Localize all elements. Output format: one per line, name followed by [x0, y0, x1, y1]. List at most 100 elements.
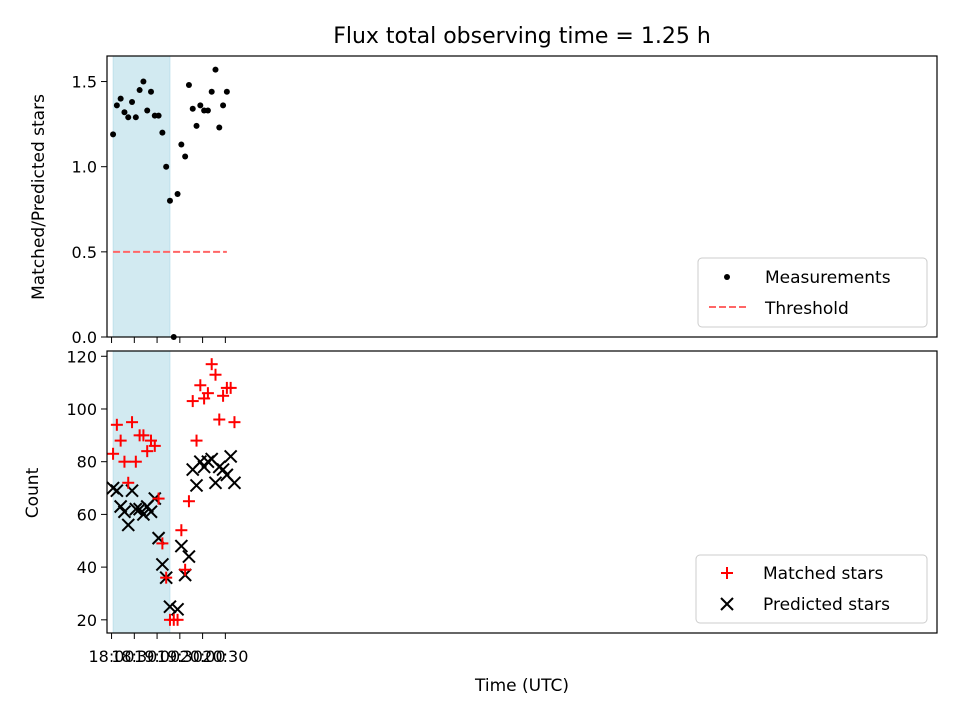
matched-stars-point [137, 429, 150, 442]
measurement-point [212, 66, 219, 73]
x-b [121, 518, 135, 532]
top-y-tick-label: 0.5 [72, 243, 97, 262]
legend-matched-label: Matched stars [763, 564, 883, 584]
x-b [117, 505, 132, 519]
bottom-y-tick-label: 80 [77, 453, 97, 472]
top-legend-box [697, 257, 928, 328]
matched-stars-point [122, 476, 135, 489]
x-b [155, 557, 170, 572]
legend-predicted-marker [720, 597, 734, 611]
measurement-point [125, 114, 132, 121]
matched-stars-point [110, 418, 123, 431]
predicted-stars-point [174, 539, 189, 553]
predicted-stars-point [121, 518, 135, 532]
x-b [216, 462, 230, 477]
matched-stars-point [126, 416, 139, 429]
x-b [208, 476, 223, 490]
x-b [151, 531, 166, 545]
figure-labels: Flux total observing time = 1.25 h Match… [23, 24, 711, 696]
top-legend: Measurements Threshold [697, 257, 928, 328]
top-y-tick-label: 0.0 [72, 328, 97, 347]
measurement-point [189, 105, 196, 112]
measurement-point [174, 190, 181, 197]
predicted-stars-point [129, 502, 143, 516]
matched-stars-point [182, 495, 195, 508]
x-b [182, 549, 196, 564]
x-tick-label: 18:30 [111, 647, 157, 666]
matched-stars-point [129, 455, 142, 468]
top-shaded-region [112, 55, 171, 338]
top-y-tick-label: 1.0 [72, 158, 97, 177]
predicted-stars-point [136, 507, 151, 522]
measurement-point [136, 87, 143, 94]
matched-stars-point [107, 447, 120, 460]
matched-stars-point [160, 571, 173, 584]
chart-title: Flux total observing time = 1.25 h [333, 24, 711, 49]
matched-stars-point [179, 563, 192, 576]
measurement-point [193, 122, 200, 129]
bottom-y-tick-label: 20 [77, 611, 97, 630]
measurement-point [121, 109, 128, 116]
matched-stars-point [213, 413, 226, 426]
predicted-stars-point [189, 478, 204, 493]
x-b [163, 599, 177, 614]
x-b [220, 468, 234, 482]
predicted-stars-point [208, 476, 223, 490]
x-b [144, 505, 158, 519]
matched-stars-point [114, 434, 127, 447]
x-tick-label: 19:00 [134, 647, 180, 666]
measurement-point [129, 98, 136, 105]
measurement-point [220, 102, 227, 109]
matched-stars-point [209, 368, 222, 381]
bottom-y-tick-label: 100 [66, 400, 97, 419]
matched-stars-point [141, 445, 154, 458]
x-b [125, 483, 139, 498]
measurement-point [159, 129, 166, 136]
measurement-point [132, 114, 139, 121]
x-b [174, 539, 189, 553]
x-b [132, 502, 147, 516]
predicted-stars-point [163, 599, 177, 614]
matched-stars-point [190, 434, 203, 447]
bottom-axes-frame [106, 350, 938, 634]
matched-stars-point [171, 613, 184, 626]
measurement-point [216, 124, 223, 131]
x-tick-label: 20:30 [202, 647, 248, 666]
legend-measurements-marker [724, 274, 730, 280]
x-b [189, 478, 204, 493]
bottom-y-tick-label: 120 [66, 347, 97, 366]
measurement-point [140, 78, 147, 85]
legend-threshold-label: Threshold [764, 299, 849, 319]
measurement-point [223, 88, 230, 95]
matched-stars-point [228, 416, 241, 429]
measurement-point [204, 107, 211, 114]
predicted-stars-point [227, 476, 242, 490]
x-tick-label: 19:30 [157, 647, 203, 666]
legend-measurements-label: Measurements [765, 268, 891, 288]
matched-stars-point [201, 387, 214, 400]
bottom-y-axis-label: Count [23, 467, 43, 518]
measurement-point [178, 141, 185, 148]
predicted-stars-point [117, 505, 132, 519]
predicted-stars-point [182, 549, 196, 564]
bottom-y-tick-label: 40 [77, 558, 97, 577]
top-y-axis-label: Matched/Predicted stars [29, 94, 49, 300]
x-tick-label: 20:00 [180, 647, 226, 666]
x-b [129, 502, 143, 516]
measurement-point [166, 197, 173, 204]
x-axis-label: Time (UTC) [474, 676, 569, 696]
measurement-point [163, 163, 170, 170]
matched-stars-point [152, 492, 165, 505]
predicted-stars-point [110, 483, 124, 498]
bottom-legend-box [695, 554, 928, 624]
predicted-stars-point [155, 557, 170, 572]
x-tick-label: 18:00 [88, 647, 134, 666]
matched-stars-point [156, 537, 169, 550]
measurement-point [208, 88, 215, 95]
measurement-point [148, 88, 155, 95]
matched-stars-point [118, 455, 131, 468]
top-panel: 0.0 0.5 1.0 1.5 Measurements Threshold [72, 55, 938, 347]
top-axes-frame [106, 55, 938, 338]
x-b [136, 507, 151, 522]
measurement-point [113, 102, 120, 109]
